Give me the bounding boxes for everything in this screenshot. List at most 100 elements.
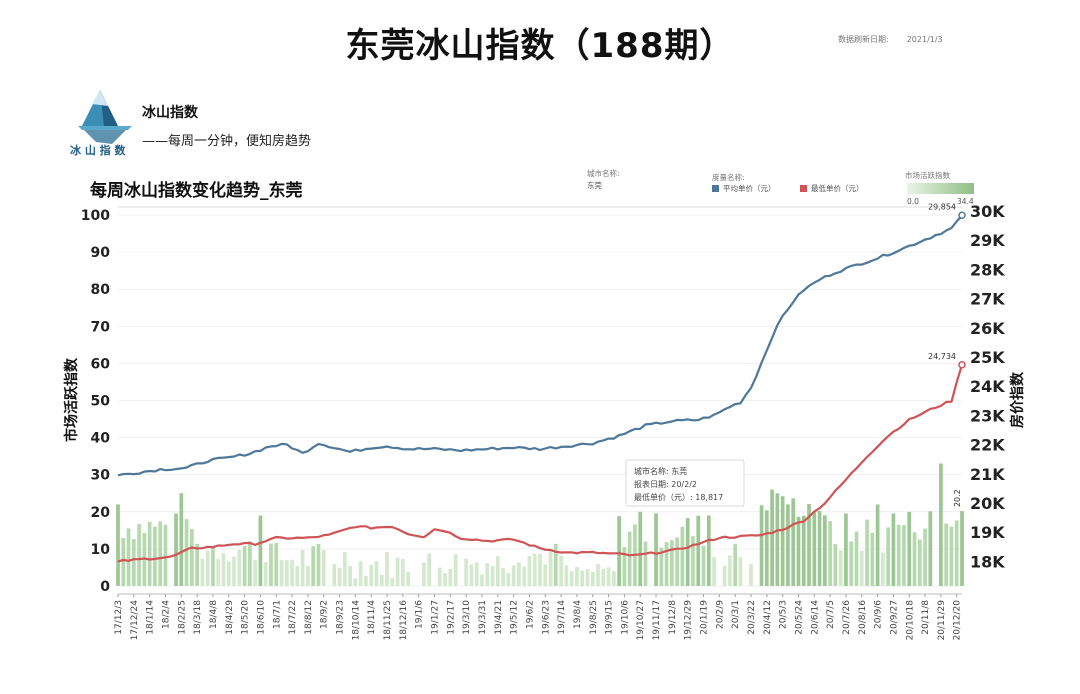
city-filter-value[interactable]: 东莞: [587, 181, 602, 190]
activity-bar: [511, 565, 516, 586]
logo-text: 冰 山 指 数: [70, 144, 126, 157]
activity-bar: [274, 542, 279, 586]
legend-low-price[interactable]: 最低单价（元）: [800, 183, 864, 194]
activity-bar: [854, 531, 859, 586]
activity-bar: [485, 563, 490, 586]
left-axis-tick: 70: [91, 319, 111, 335]
right-axis-tick: 19K: [970, 523, 1005, 542]
activity-bar: [348, 565, 352, 586]
activity-bar: [622, 546, 627, 586]
activity-bar: [248, 541, 252, 586]
activity-bar: [680, 526, 685, 586]
right-axis-tick: 21K: [970, 465, 1005, 484]
activity-bar: [506, 572, 511, 586]
activity-bar: [121, 538, 126, 586]
activity-bar: [812, 512, 817, 586]
activity-bar: [437, 567, 442, 586]
left-axis-tick: 80: [91, 282, 111, 298]
x-tick-label: 19/3/10: [462, 600, 472, 635]
left-axis-tick: 60: [91, 356, 111, 372]
activity-bar: [353, 578, 358, 586]
activity-bar: [801, 515, 806, 586]
x-tick-label: 18/10/14: [351, 600, 361, 641]
left-axis-tick: 50: [91, 394, 111, 410]
activity-bar: [190, 529, 194, 586]
x-tick-label: 19/7/14: [557, 600, 567, 635]
x-tick-label: 19/10/27: [636, 600, 646, 640]
activity-bar: [612, 571, 616, 586]
activity-bar: [712, 557, 716, 586]
activity-bar: [464, 558, 468, 586]
activity-bar: [232, 556, 236, 586]
x-tick-label: 19/2/17: [446, 600, 456, 635]
activity-bar: [364, 575, 368, 586]
left-axis-tick: 30: [91, 468, 111, 484]
activity-bar: [158, 521, 163, 586]
activity-bar: [664, 542, 669, 586]
activity-bar: [643, 541, 648, 586]
activity-bar: [211, 547, 215, 586]
activity-bar: [606, 567, 611, 586]
activity-bar: [316, 543, 321, 586]
activity-bar: [174, 513, 178, 586]
tooltip-line: 最低单价（元）: 18,817: [634, 492, 723, 502]
x-tick-label: 19/6/2: [525, 600, 535, 629]
activity-bar: [796, 516, 801, 586]
left-axis-tick: 0: [100, 579, 110, 595]
activity-bar: [960, 511, 964, 586]
x-tick-label: 19/9/15: [605, 600, 615, 635]
legend-avg-price[interactable]: 平均单价（元）: [712, 183, 776, 194]
activity-bar: [891, 513, 896, 586]
chart-title: 每周冰山指数变化趋势_东莞: [90, 181, 303, 201]
x-tick-label: 18/9/23: [336, 600, 346, 635]
activity-bar: [269, 543, 273, 586]
x-tick-label: 19/6/23: [541, 600, 551, 635]
activity-bar: [685, 518, 690, 586]
activity-bar: [406, 571, 410, 586]
avg-price-line-end-label: 29,854: [928, 202, 956, 211]
x-tick-label: 19/3/31: [478, 600, 488, 635]
activity-bar: [844, 513, 848, 586]
activity-bar: [838, 550, 843, 586]
x-tick-label: 20/2/9: [715, 600, 725, 629]
activity-bar: [427, 553, 432, 586]
x-tick-label: 18/7/1: [272, 600, 282, 629]
activity-bar: [575, 566, 579, 586]
x-tick-label: 20/7/5: [826, 600, 836, 629]
grid-lines: [118, 206, 962, 587]
activity-bar: [395, 557, 400, 586]
activity-bar: [137, 523, 141, 586]
legend-low-swatch: [800, 185, 807, 192]
x-tick-label: 18/8/12: [304, 600, 314, 635]
x-tick-label: 18/12/16: [399, 600, 409, 641]
activity-bar: [670, 540, 674, 586]
activity-end-label: 20.2: [953, 489, 962, 507]
activity-bar: [553, 543, 558, 586]
activity-bar: [385, 551, 389, 586]
activity-bar: [279, 560, 284, 586]
activity-bar: [216, 559, 221, 586]
right-axis-tick: 24K: [970, 377, 1005, 396]
activity-bar: [116, 504, 120, 586]
low-price-line-end-label: 24,734: [928, 352, 956, 361]
activity-bar: [242, 545, 247, 586]
activity-bar: [422, 562, 426, 586]
activity-bar: [691, 536, 695, 586]
right-axis-tick: 30K: [970, 202, 1005, 221]
activity-bar: [495, 556, 500, 586]
activity-bar: [701, 545, 706, 586]
x-tick-label: 18/1/14: [146, 600, 156, 635]
x-tick-label: 19/12/29: [684, 600, 694, 641]
activity-bar: [401, 558, 405, 586]
x-tick-label: 19/4/21: [494, 600, 504, 635]
activity-bar: [390, 577, 395, 586]
activity-bar: [833, 544, 838, 586]
activity-bar: [928, 511, 933, 586]
activity-bar: [706, 515, 711, 586]
x-tick-label: 18/3/18: [193, 600, 203, 635]
low-price-line-end-point: [958, 361, 966, 369]
x-tick-label: 20/4/12: [763, 600, 773, 635]
x-tick-label: 20/9/6: [874, 600, 884, 629]
activity-bar: [480, 574, 484, 586]
activity-bar: [902, 525, 906, 586]
